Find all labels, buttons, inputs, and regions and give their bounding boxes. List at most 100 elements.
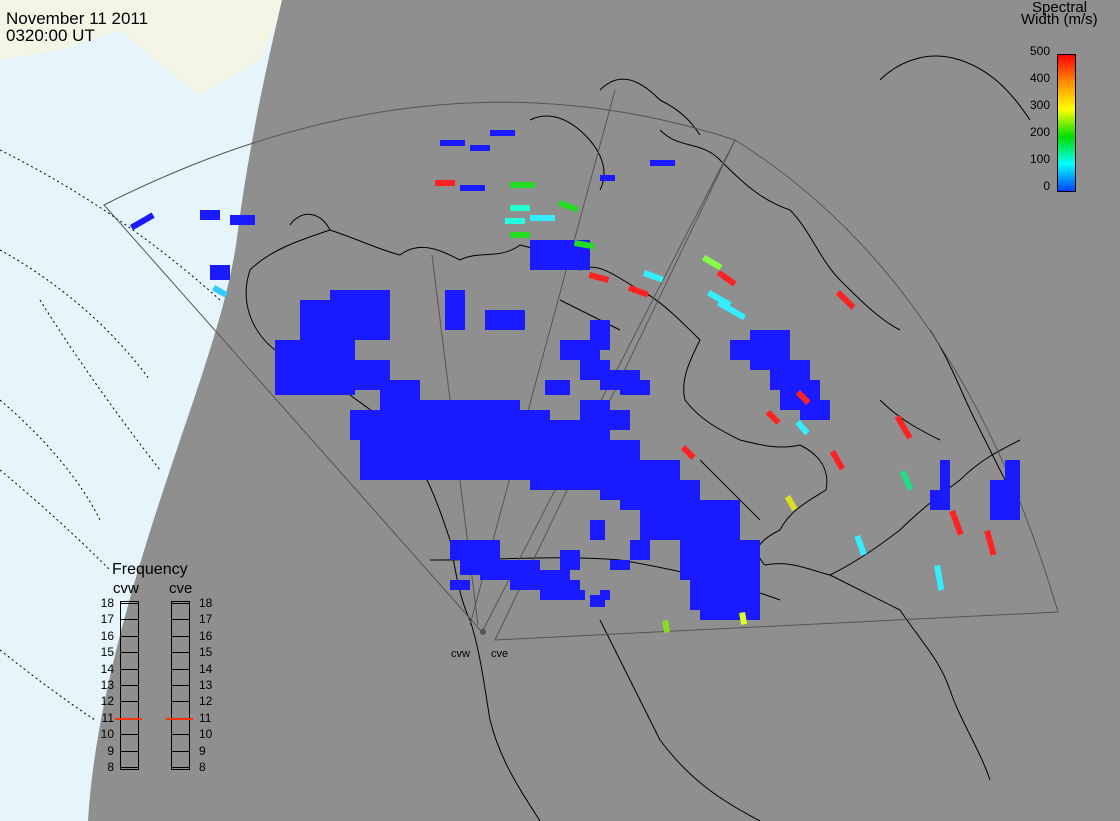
frequency-tick-cve: 14: [199, 661, 213, 676]
echo-cell-high-width: [588, 272, 610, 283]
echo-cell: [570, 420, 610, 440]
frequency-tick-cvw: 18: [100, 596, 114, 610]
frequency-panel-title: Frequency: [112, 561, 188, 578]
echo-cell-high-width: [510, 182, 535, 188]
frequency-grid-line: [171, 701, 189, 703]
frequency-grid-line: [120, 603, 138, 604]
echo-cell: [580, 400, 610, 420]
frequency-grid-line: [120, 685, 138, 686]
daylight-land-alaska: [0, 0, 285, 95]
echo-cell-high-width: [835, 290, 856, 310]
frequency-marker-cve: [166, 717, 193, 720]
coastlines: [245, 55, 1031, 821]
frequency-grid-line: [171, 619, 189, 621]
frequency-tick-cve: 15: [199, 645, 213, 660]
echo-cell-high-width: [530, 215, 555, 221]
echo-cell-high-width: [662, 620, 671, 633]
echo-cell: [490, 130, 515, 136]
echo-cell: [485, 310, 525, 330]
echo-cell-high-width: [854, 534, 867, 556]
echo-cell: [630, 540, 650, 560]
echo-cell: [800, 400, 830, 420]
echo-cell-high-width: [949, 510, 964, 536]
frequency-tick-cve: 10: [199, 727, 213, 742]
frequency-grid-line: [171, 603, 189, 604]
colorbar-title-line1: Spectral: [1032, 0, 1088, 16]
frequency-tick-cvw: 12: [100, 694, 114, 709]
colorbar-tick: 200: [1029, 125, 1050, 139]
echo-cell-high-width: [435, 180, 455, 186]
radar-site-marker: [480, 629, 486, 635]
echo-cell: [545, 380, 570, 395]
echo-cell-high-width: [795, 420, 810, 436]
echo-cell: [275, 340, 355, 395]
echo-cell-high-width: [984, 530, 997, 556]
frequency-tick-cvw: 8: [107, 760, 114, 774]
frequency-grid-line: [120, 767, 138, 768]
echo-cell-high-width: [680, 444, 696, 460]
echo-cell: [470, 145, 490, 151]
echo-cell-high-width: [934, 565, 945, 591]
radar-tag-cve: cve: [169, 580, 193, 597]
echo-spectral-width-high: [130, 180, 997, 633]
frequency-tick-cve: 13: [199, 678, 213, 692]
frequency-grid-line: [120, 619, 138, 621]
echo-cell: [590, 520, 605, 540]
colorbar-tick: 300: [1029, 98, 1050, 112]
site-label-cve: cve: [491, 648, 509, 660]
colorbar-tick: 500: [1029, 44, 1050, 58]
frequency-tick-cve: 8: [199, 760, 206, 774]
echo-cell-high-width: [829, 450, 845, 471]
echo-cell: [210, 265, 230, 280]
echo-cell-high-width: [701, 254, 723, 271]
frequency-tick-cvw: 13: [100, 678, 114, 692]
echo-cell: [440, 140, 465, 146]
echo-cell: [330, 290, 390, 340]
echo-cell-high-width: [627, 285, 649, 298]
frequency-grid-line: [171, 734, 189, 736]
echo-cell: [930, 490, 945, 510]
frequency-tick-cve: 11: [199, 710, 212, 725]
date-label: November 11 2011: [6, 9, 149, 28]
echo-cell: [610, 560, 630, 570]
echo-cell: [460, 185, 485, 191]
frequency-grid-line: [120, 668, 138, 670]
frequency-grid-line: [120, 701, 138, 703]
radar-tag-cvw: cvw: [113, 580, 139, 597]
echo-cell-high-width: [130, 212, 155, 231]
echo-cell-high-width: [557, 199, 579, 213]
echo-cell: [560, 340, 600, 360]
echo-cell-high-width: [784, 495, 798, 511]
frequency-grid-line: [171, 668, 189, 670]
echo-cell: [990, 480, 1020, 520]
colorbar-tick: 100: [1029, 152, 1050, 166]
echo-cell: [1005, 460, 1020, 480]
echo-cell-high-width: [573, 240, 595, 250]
echo-cell: [450, 580, 470, 590]
frequency-grid-line: [171, 685, 189, 686]
frequency-tick-cvw: 10: [100, 727, 114, 742]
echo-cell-high-width: [739, 612, 748, 625]
graticule: [0, 149, 221, 721]
echo-cell: [610, 410, 630, 430]
echo-cell: [650, 160, 675, 166]
echo-cell: [620, 380, 650, 395]
frequency-tick-cvw: 16: [100, 628, 114, 643]
echo-cell: [720, 580, 760, 610]
echo-cell: [230, 215, 255, 225]
echo-cell: [545, 260, 585, 270]
echo-cell: [600, 590, 610, 600]
echo-cell: [730, 340, 750, 360]
echo-cell: [555, 590, 585, 600]
frequency-grid-line: [171, 652, 189, 654]
frequency-grid-line: [120, 734, 138, 736]
echo-spectral-width-low: [200, 130, 1020, 620]
echo-cell-high-width: [894, 415, 913, 440]
echo-cell-high-width: [717, 299, 746, 321]
frequency-grid-line: [171, 750, 189, 752]
echo-cell: [560, 550, 580, 570]
echo-cell-high-width: [765, 409, 781, 425]
site-label-cvw: cvw: [451, 648, 470, 660]
time-label: 0320:00 UT: [6, 26, 95, 45]
